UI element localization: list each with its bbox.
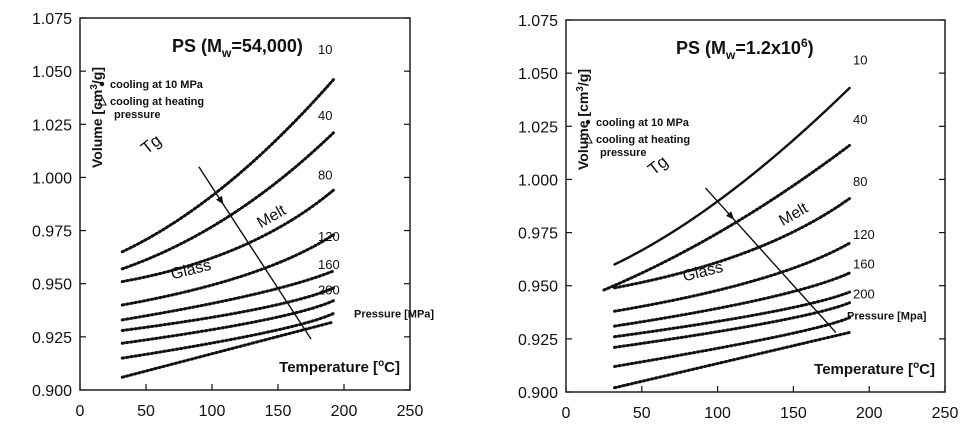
y-tick-label: 1.025 <box>32 117 72 134</box>
legend-triangle-marker <box>583 133 593 144</box>
y-tick-label: 0.925 <box>518 332 558 349</box>
pressure-label-80: 80 <box>318 168 332 183</box>
y-tick-label: 0.950 <box>518 279 558 296</box>
chart-panel-2: 0.900 0.925 0.950 0.975 1.000 1.025 1.050 1.075… <box>518 13 958 422</box>
chart-title: PS (Mw=54,000) <box>172 36 303 60</box>
series-5-curve <box>120 269 335 322</box>
x-tick-label: 150 <box>265 403 292 420</box>
series-9-curve <box>120 320 335 379</box>
series-2-curve <box>120 131 335 271</box>
y-tick-label: 1.000 <box>32 170 72 187</box>
legend-dot-marker <box>99 81 105 87</box>
y-tick-label: 0.900 <box>32 383 72 400</box>
pressure-axis-label: Pressure [Mpa] <box>847 311 927 323</box>
y-axis-label: Volume [cm3/g] <box>89 67 105 168</box>
tg-label: Tg <box>138 131 165 158</box>
tg-line <box>198 166 312 340</box>
y-tick-label: 0.975 <box>32 224 72 241</box>
x-axis-label: Temperature [oC] <box>814 360 935 378</box>
pressure-label-80: 80 <box>853 174 867 189</box>
legend-entry-heating-line2: pressure <box>114 109 160 121</box>
legend-entry-heating: cooling at heating <box>596 134 690 146</box>
pressure-label-200: 200 <box>853 286 875 301</box>
pressure-label-40: 40 <box>853 112 867 127</box>
pressure-label-120: 120 <box>318 229 340 244</box>
series-2-curve <box>602 143 851 292</box>
series-4-curve <box>120 233 335 307</box>
plot-frame <box>565 19 946 393</box>
series-5-curve <box>613 271 851 328</box>
melt-label: Melt <box>254 202 289 232</box>
legend-entry-heating: cooling at heating <box>110 96 204 108</box>
legend-dot-marker <box>585 119 591 125</box>
series-1-curve <box>120 78 335 254</box>
glass-label: Glass <box>681 259 725 285</box>
x-tick-label: 250 <box>932 405 959 422</box>
x-axis-label: Temperature [oC] <box>279 358 400 376</box>
series-8-curve <box>120 311 335 360</box>
x-tick-label: 100 <box>199 403 226 420</box>
pressure-label-10: 10 <box>318 42 332 57</box>
legend-entry-10mpa: cooling at 10 MPa <box>110 79 204 91</box>
tg-arrowhead <box>726 211 735 220</box>
series-7-curve <box>120 299 335 345</box>
x-tick-label: 150 <box>780 405 807 422</box>
series-6-curve <box>120 286 335 332</box>
y-tick-label: 1.075 <box>32 11 72 28</box>
series-9-curve <box>613 330 851 390</box>
pressure-label-120: 120 <box>853 227 875 242</box>
chart-panel-1: 0.900 0.925 0.950 0.975 1.000 1.025 1.050 1.075… <box>32 11 434 420</box>
legend-entry-heating-line2: pressure <box>600 147 646 159</box>
series-1-curve <box>613 86 851 266</box>
pressure-label-10: 10 <box>853 53 867 68</box>
x-tick-label: 0 <box>562 405 571 422</box>
y-tick-label: 0.975 <box>518 226 558 243</box>
glass-label: Glass <box>169 257 213 283</box>
pressure-axis-label: Pressure [MPa] <box>354 309 434 321</box>
tg-label: Tg <box>644 152 671 179</box>
tg-line <box>704 187 837 333</box>
y-axis-label: Volume [cm3/g] <box>575 69 591 170</box>
series-4-curve <box>613 241 851 313</box>
x-tick-label: 100 <box>704 405 731 422</box>
series-6-curve <box>613 290 851 339</box>
y-tick-label: 1.050 <box>32 64 72 81</box>
y-tick-label: 1.075 <box>518 13 558 30</box>
pressure-label-40: 40 <box>318 108 332 123</box>
x-tick-label: 50 <box>137 403 155 420</box>
x-tick-label: 200 <box>856 405 883 422</box>
tg-arrowhead <box>216 195 224 205</box>
legend-triangle-marker <box>97 95 107 106</box>
legend-entry-10mpa: cooling at 10 MPa <box>596 117 690 129</box>
plot-frame <box>79 17 411 391</box>
x-tick-label: 200 <box>331 403 358 420</box>
pressure-label-160: 160 <box>318 257 340 272</box>
pressure-label-200: 200 <box>318 282 340 297</box>
pressure-label-160: 160 <box>853 257 875 272</box>
y-tick-label: 1.050 <box>518 66 558 83</box>
series-8-curve <box>613 316 851 368</box>
y-tick-label: 0.950 <box>32 277 72 294</box>
series-7-curve <box>613 301 851 349</box>
x-tick-label: 50 <box>633 405 651 422</box>
series-3-curve <box>613 197 851 290</box>
y-tick-label: 1.025 <box>518 119 558 136</box>
x-tick-label: 250 <box>397 403 424 420</box>
y-tick-label: 1.000 <box>518 172 558 189</box>
x-tick-label: 0 <box>76 403 85 420</box>
y-tick-label: 0.925 <box>32 330 72 347</box>
y-tick-label: 0.900 <box>518 385 558 402</box>
chart-title: PS (Mw=1.2x106) <box>676 36 814 62</box>
series-3-curve <box>120 188 335 284</box>
